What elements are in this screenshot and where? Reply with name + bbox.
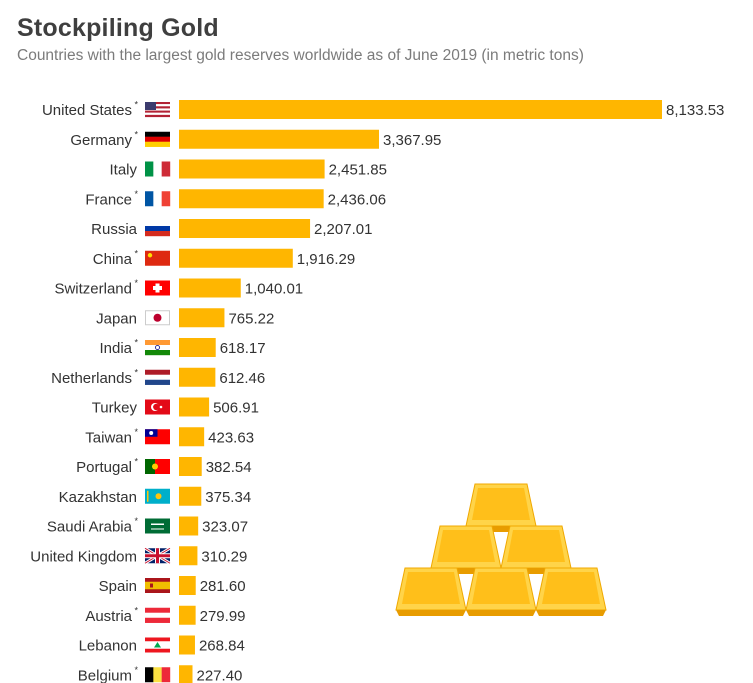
value-label: 2,207.01 bbox=[314, 221, 372, 238]
bar bbox=[179, 129, 380, 149]
category-label: Russia bbox=[91, 221, 138, 238]
lebanon-flag-icon bbox=[145, 637, 170, 653]
asterisk-note: * bbox=[134, 457, 138, 467]
bar bbox=[179, 189, 324, 209]
value-label: 506.91 bbox=[213, 400, 259, 417]
value-label: 8,133.53 bbox=[666, 102, 724, 119]
category-label: Lebanon bbox=[79, 638, 137, 655]
bar bbox=[179, 427, 205, 447]
value-label: 323.07 bbox=[202, 519, 248, 536]
category-label: Switzerland bbox=[54, 281, 132, 298]
value-label: 1,916.29 bbox=[297, 251, 355, 268]
us-flag-icon bbox=[145, 102, 170, 118]
category-label: China bbox=[93, 251, 133, 268]
switzerland-flag-icon bbox=[145, 280, 170, 296]
bar bbox=[179, 278, 241, 298]
bar bbox=[179, 219, 311, 238]
bar bbox=[179, 308, 225, 328]
category-label: Turkey bbox=[92, 400, 138, 417]
category-label: Portugal bbox=[76, 459, 132, 476]
germany-flag-icon bbox=[145, 131, 170, 147]
bar bbox=[179, 338, 216, 357]
bar bbox=[179, 546, 198, 566]
asterisk-note: * bbox=[134, 338, 138, 348]
uk-flag-icon bbox=[144, 546, 171, 565]
japan-flag-icon bbox=[145, 310, 170, 326]
bar bbox=[179, 100, 662, 119]
kazakhstan-flag-icon bbox=[145, 488, 170, 504]
bar bbox=[179, 516, 199, 536]
netherlands-flag-icon bbox=[145, 369, 170, 385]
value-label: 3,367.95 bbox=[383, 132, 441, 149]
value-label: 765.22 bbox=[228, 310, 274, 327]
asterisk-note: * bbox=[134, 367, 138, 377]
value-label: 268.84 bbox=[199, 638, 245, 655]
value-label: 2,436.06 bbox=[328, 191, 386, 208]
asterisk-note: * bbox=[134, 665, 138, 675]
asterisk-note: * bbox=[134, 189, 138, 199]
chart-subtitle: Countries with the largest gold reserves… bbox=[17, 47, 584, 64]
taiwan-flag-icon bbox=[145, 429, 170, 445]
bar bbox=[179, 367, 216, 387]
asterisk-note: * bbox=[134, 129, 138, 139]
bar bbox=[179, 576, 196, 595]
category-label: Belgium bbox=[78, 667, 132, 683]
value-label: 375.34 bbox=[205, 489, 251, 506]
bar bbox=[179, 605, 196, 625]
value-label: 281.60 bbox=[200, 578, 246, 595]
france-flag-icon bbox=[145, 191, 171, 207]
bar bbox=[179, 635, 195, 655]
spain-flag-icon bbox=[145, 578, 170, 593]
portugal-flag-icon bbox=[145, 459, 170, 474]
value-label: 618.17 bbox=[220, 340, 266, 357]
value-label: 310.29 bbox=[201, 548, 247, 565]
category-label: Germany bbox=[70, 132, 132, 149]
category-label: Taiwan bbox=[85, 429, 132, 446]
category-label: Kazakhstan bbox=[59, 489, 137, 506]
category-label: India bbox=[99, 340, 132, 357]
austria-flag-icon bbox=[145, 607, 170, 623]
category-label: United Kingdom bbox=[30, 548, 137, 565]
italy-flag-icon bbox=[145, 161, 171, 177]
value-label: 2,451.85 bbox=[329, 162, 387, 179]
asterisk-note: * bbox=[134, 100, 138, 110]
category-label: Saudi Arabia bbox=[47, 519, 133, 536]
value-label: 382.54 bbox=[206, 459, 252, 476]
chart-title: Stockpiling Gold bbox=[17, 14, 219, 42]
asterisk-note: * bbox=[134, 278, 138, 288]
value-label: 612.46 bbox=[219, 370, 265, 387]
saudi-arabia-flag-icon bbox=[145, 518, 170, 534]
belgium-flag-icon bbox=[145, 667, 171, 683]
russia-flag-icon bbox=[145, 221, 170, 237]
gold-bars-pyramid-icon bbox=[395, 483, 607, 616]
category-label: Italy bbox=[109, 162, 137, 179]
turkey-flag-icon bbox=[145, 399, 170, 415]
category-label: United States bbox=[42, 102, 132, 119]
category-label: Netherlands bbox=[51, 370, 132, 387]
category-label: Spain bbox=[99, 578, 137, 595]
asterisk-note: * bbox=[134, 427, 138, 437]
value-label: 279.99 bbox=[200, 608, 246, 625]
value-label: 423.63 bbox=[208, 429, 254, 446]
bar bbox=[179, 665, 193, 683]
category-label: Austria bbox=[85, 608, 132, 625]
value-label: 1,040.01 bbox=[245, 281, 303, 298]
india-flag-icon bbox=[145, 340, 170, 356]
category-label: France bbox=[85, 191, 132, 208]
bar bbox=[179, 159, 325, 179]
asterisk-note: * bbox=[134, 516, 138, 526]
bar bbox=[179, 248, 293, 268]
china-flag-icon bbox=[145, 250, 170, 266]
asterisk-note: * bbox=[134, 605, 138, 615]
category-label: Japan bbox=[96, 310, 137, 327]
bar bbox=[179, 397, 210, 417]
asterisk-note: * bbox=[134, 248, 138, 258]
bar bbox=[179, 457, 202, 476]
value-label: 227.40 bbox=[197, 667, 243, 683]
bar bbox=[179, 486, 202, 506]
chart-rows: 8,133.53*United States3,367.95*Germany2,… bbox=[30, 100, 724, 683]
